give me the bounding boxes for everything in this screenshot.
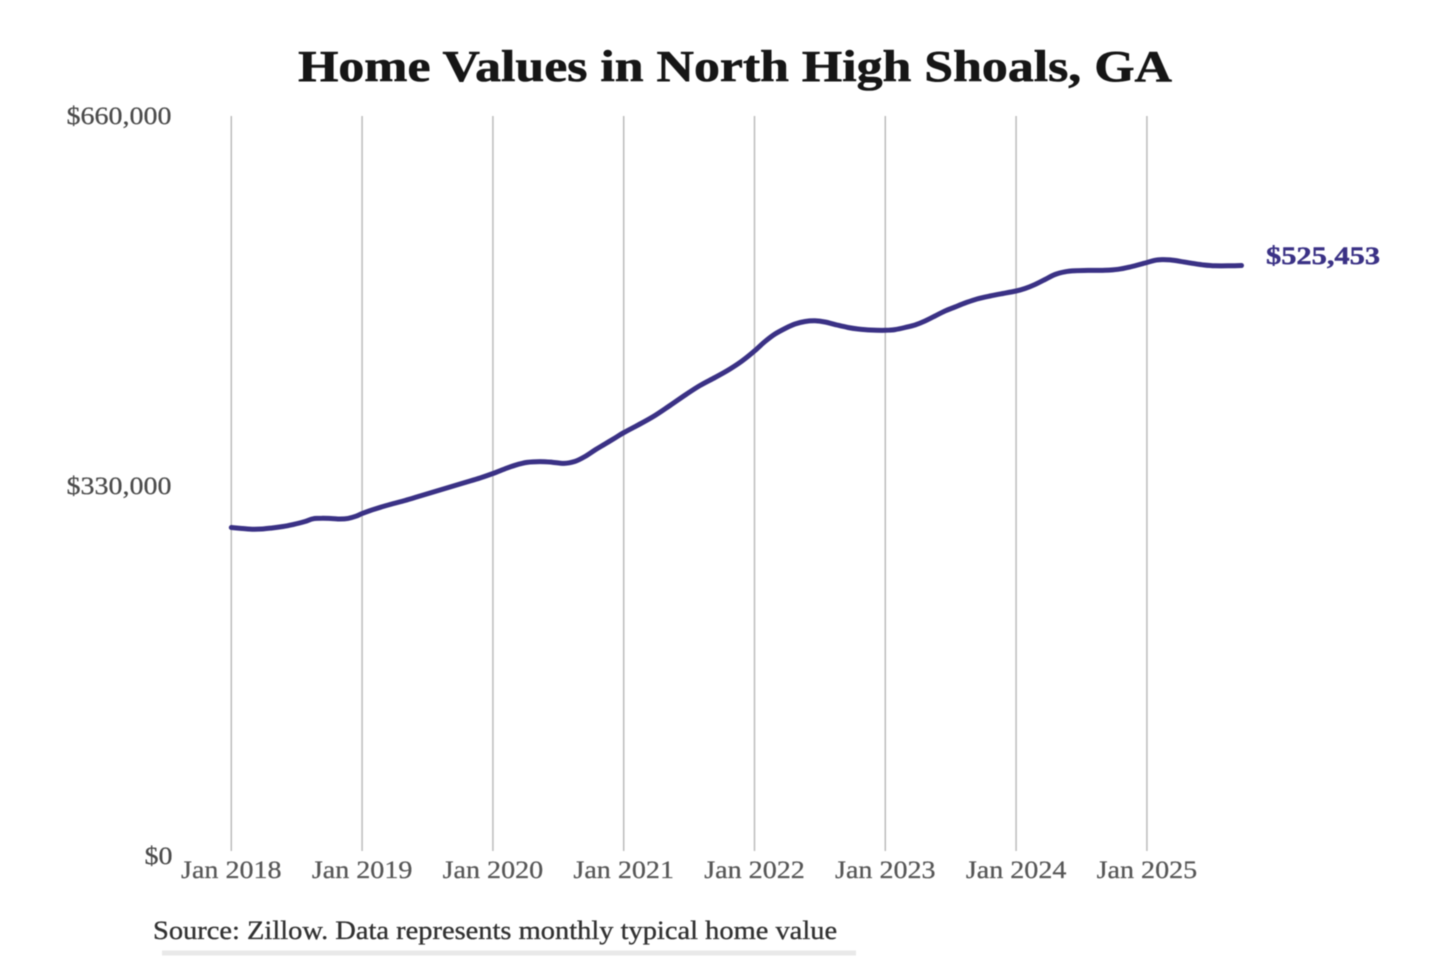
svg-text:Jan 2024: Jan 2024 (966, 855, 1067, 883)
svg-text:Jan 2020: Jan 2020 (443, 855, 544, 883)
svg-text:Jan 2025: Jan 2025 (1097, 855, 1198, 883)
svg-text:$330,000: $330,000 (67, 471, 172, 499)
svg-text:Jan 2023: Jan 2023 (835, 855, 936, 883)
svg-text:Jan 2022: Jan 2022 (704, 855, 805, 883)
svg-text:$0: $0 (145, 841, 173, 869)
svg-text:Jan 2021: Jan 2021 (573, 855, 674, 883)
svg-text:Home Values in North High Shoa: Home Values in North High Shoals, GA (298, 43, 1172, 92)
svg-text:$660,000: $660,000 (67, 101, 172, 129)
svg-text:$525,453: $525,453 (1266, 242, 1380, 270)
svg-text:Jan 2019: Jan 2019 (312, 855, 413, 883)
svg-text:Source: Zillow. Data represent: Source: Zillow. Data represents monthly … (153, 916, 837, 945)
svg-text:Jan 2018: Jan 2018 (181, 855, 282, 883)
